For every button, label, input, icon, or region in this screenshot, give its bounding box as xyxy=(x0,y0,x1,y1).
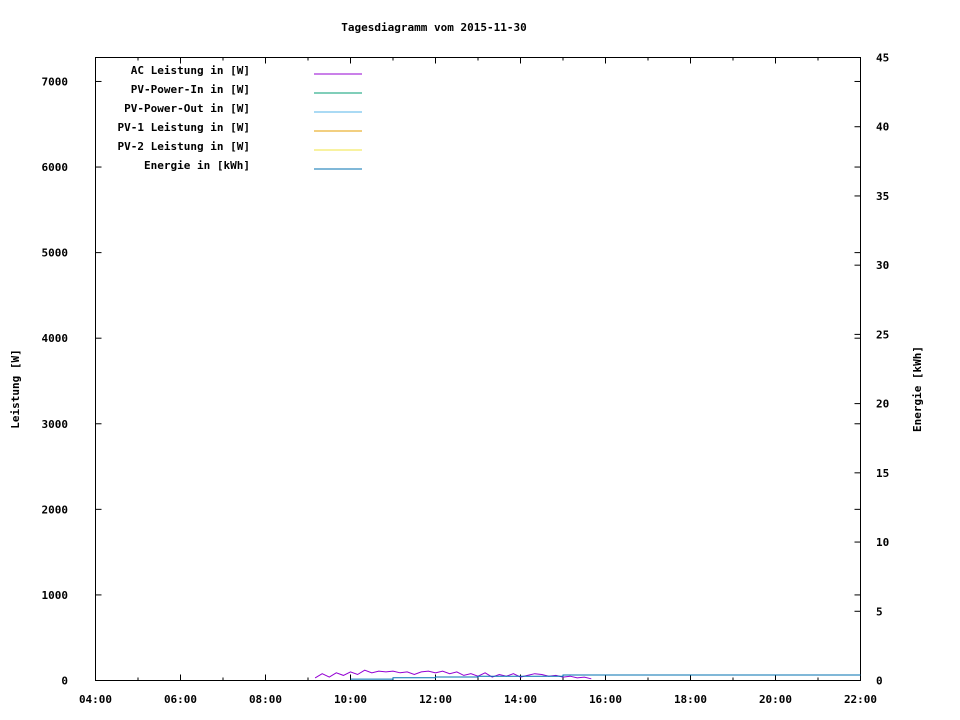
y-tick-label: 1000 xyxy=(42,589,69,602)
chart-title: Tagesdiagramm vom 2015-11-30 xyxy=(341,21,526,34)
y2-tick-label: 20 xyxy=(876,398,889,411)
y-tick-label: 4000 xyxy=(42,332,69,345)
y2-tick-label: 10 xyxy=(876,536,889,549)
y2-tick-label: 15 xyxy=(876,467,889,480)
x-tick-label: 04:00 xyxy=(79,693,112,706)
x-tick-label: 18:00 xyxy=(674,693,707,706)
y2-axis-label: Energie [kWh] xyxy=(911,346,924,432)
y-tick-label: 0 xyxy=(61,675,68,688)
x-tick-label: 06:00 xyxy=(164,693,197,706)
series-line xyxy=(350,674,861,680)
legend-label: AC Leistung in [W] xyxy=(131,64,250,77)
y2-tick-label: 45 xyxy=(876,52,889,65)
series-line xyxy=(314,669,592,680)
legend-label: PV-Power-In in [W] xyxy=(131,83,250,96)
y2-tick-label: 0 xyxy=(876,675,883,688)
y-tick-label: 6000 xyxy=(42,161,69,174)
y-tick-label: 3000 xyxy=(42,418,69,431)
y2-tick-label: 5 xyxy=(876,605,883,618)
y2-tick-label: 30 xyxy=(876,259,889,272)
x-tick-label: 20:00 xyxy=(759,693,792,706)
y2-tick-label: 25 xyxy=(876,328,889,341)
y-tick-label: 5000 xyxy=(42,247,69,260)
legend-label: PV-1 Leistung in [W] xyxy=(118,121,250,134)
x-tick-label: 10:00 xyxy=(334,693,367,706)
x-tick-label: 22:00 xyxy=(844,693,877,706)
x-tick-label: 16:00 xyxy=(589,693,622,706)
legend-label: PV-2 Leistung in [W] xyxy=(118,140,250,153)
y-tick-label: 2000 xyxy=(42,503,69,516)
x-tick-label: 14:00 xyxy=(504,693,537,706)
legend-label: PV-Power-Out in [W] xyxy=(124,102,250,115)
x-tick-label: 08:00 xyxy=(249,693,282,706)
y2-tick-label: 40 xyxy=(876,121,889,134)
x-tick-label: 12:00 xyxy=(419,693,452,706)
y-tick-label: 7000 xyxy=(42,75,69,88)
y-axis-label: Leistung [W] xyxy=(9,349,22,428)
legend-label: Energie in [kWh] xyxy=(144,159,250,172)
y2-tick-label: 35 xyxy=(876,190,889,203)
